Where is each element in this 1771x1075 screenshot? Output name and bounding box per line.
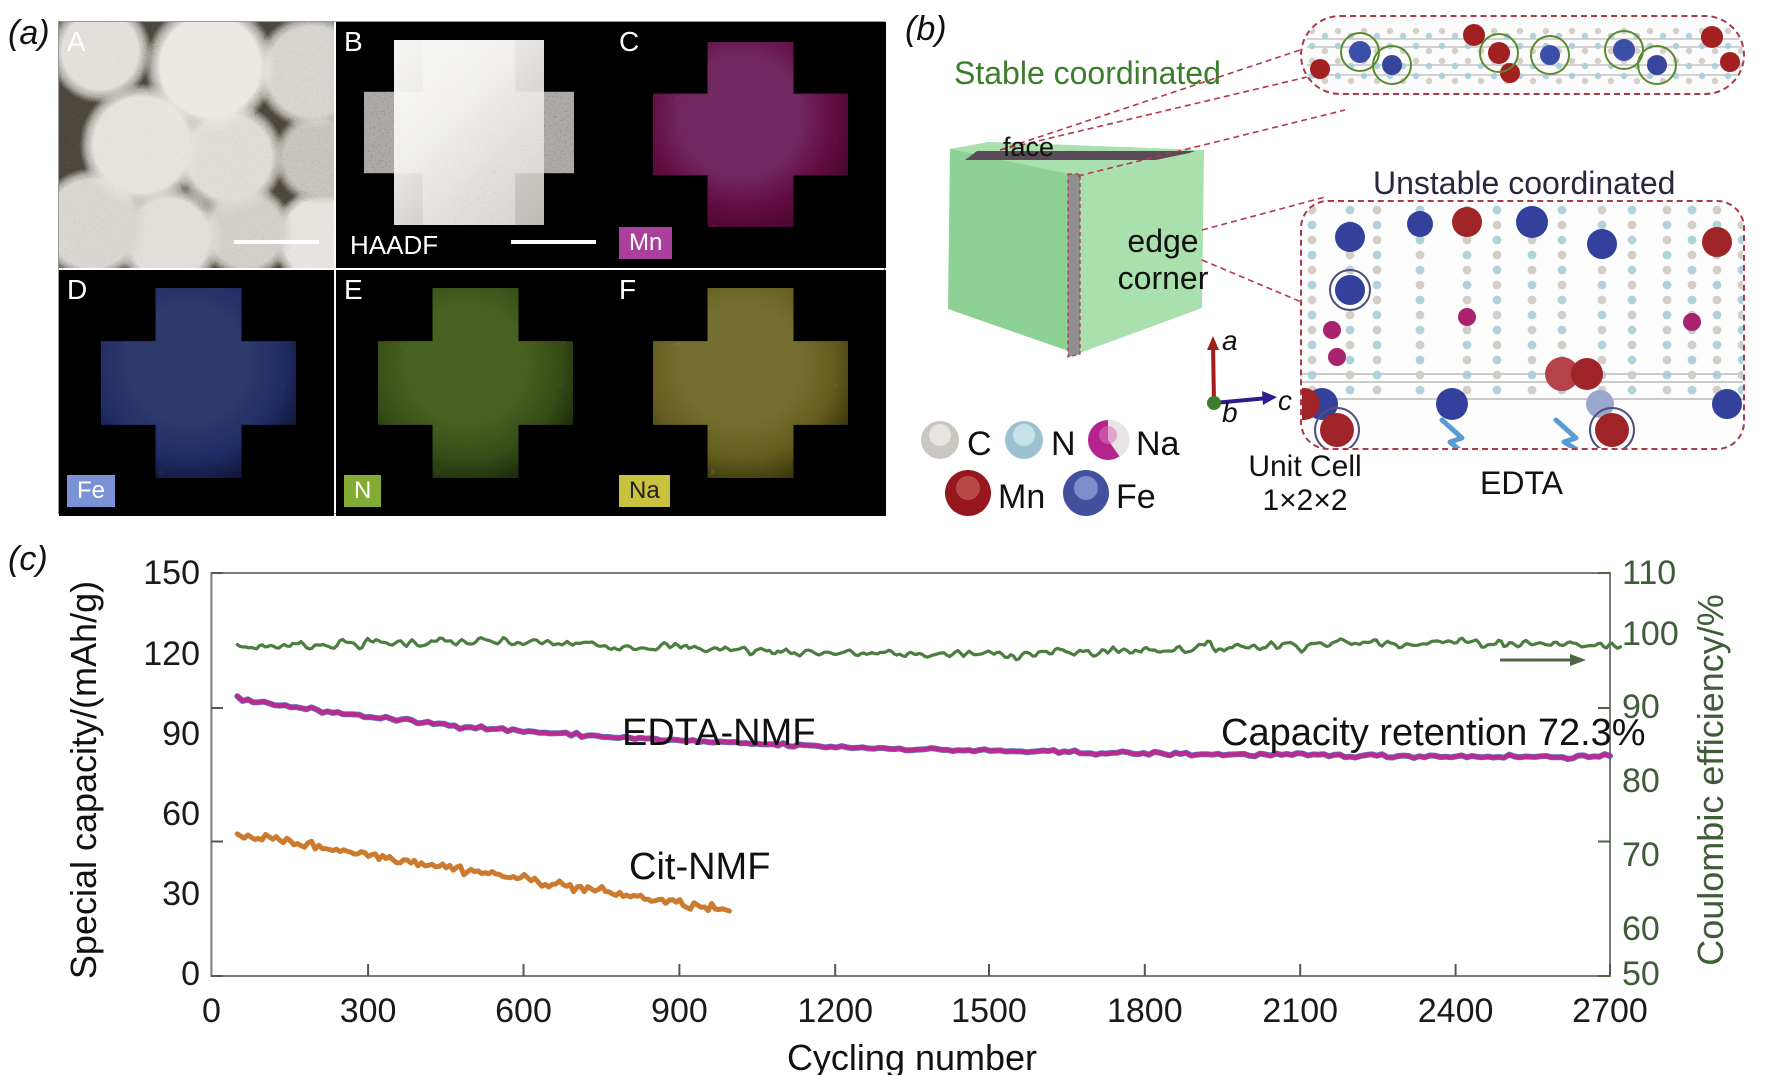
svg-text:110: 110: [1622, 554, 1676, 592]
svg-text:EDTA-NMF: EDTA-NMF: [622, 712, 816, 754]
svg-text:2700: 2700: [1572, 992, 1648, 1030]
svg-text:900: 900: [651, 992, 708, 1030]
svg-text:60: 60: [162, 795, 200, 833]
svg-text:300: 300: [340, 992, 397, 1030]
svg-text:150: 150: [143, 554, 200, 592]
svg-text:Cit-NMF: Cit-NMF: [629, 846, 770, 888]
svg-text:50: 50: [1622, 955, 1660, 993]
svg-text:0: 0: [181, 955, 200, 993]
svg-text:30: 30: [162, 875, 200, 913]
svg-text:600: 600: [495, 992, 552, 1030]
svg-text:60: 60: [1622, 910, 1660, 948]
svg-text:Cycling number: Cycling number: [787, 1037, 1037, 1075]
svg-text:70: 70: [1622, 836, 1660, 874]
svg-text:1200: 1200: [797, 992, 873, 1030]
svg-text:1500: 1500: [951, 992, 1027, 1030]
svg-text:90: 90: [162, 715, 200, 753]
svg-text:2400: 2400: [1418, 992, 1494, 1030]
svg-text:2100: 2100: [1262, 992, 1338, 1030]
svg-text:100: 100: [1622, 615, 1679, 653]
svg-text:Capacity retention 72.3%: Capacity retention 72.3%: [1221, 712, 1646, 754]
svg-text:Special capacity/(mAh/g): Special capacity/(mAh/g): [63, 581, 104, 979]
svg-text:80: 80: [1622, 762, 1660, 800]
svg-text:1800: 1800: [1107, 992, 1183, 1030]
svg-text:0: 0: [202, 992, 221, 1030]
svg-text:120: 120: [143, 635, 200, 673]
svg-text:Coulombic efficiency/%: Coulombic efficiency/%: [1690, 594, 1731, 966]
